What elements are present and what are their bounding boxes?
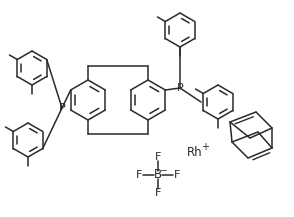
Text: Rh: Rh <box>187 146 203 158</box>
Text: F: F <box>155 152 161 162</box>
Text: B: B <box>154 168 162 181</box>
Text: F: F <box>136 170 142 180</box>
Text: F: F <box>155 188 161 198</box>
Text: P: P <box>59 103 65 113</box>
Text: F: F <box>174 170 180 180</box>
Text: −: − <box>159 166 167 174</box>
Text: +: + <box>201 142 209 152</box>
Text: P: P <box>177 83 183 93</box>
